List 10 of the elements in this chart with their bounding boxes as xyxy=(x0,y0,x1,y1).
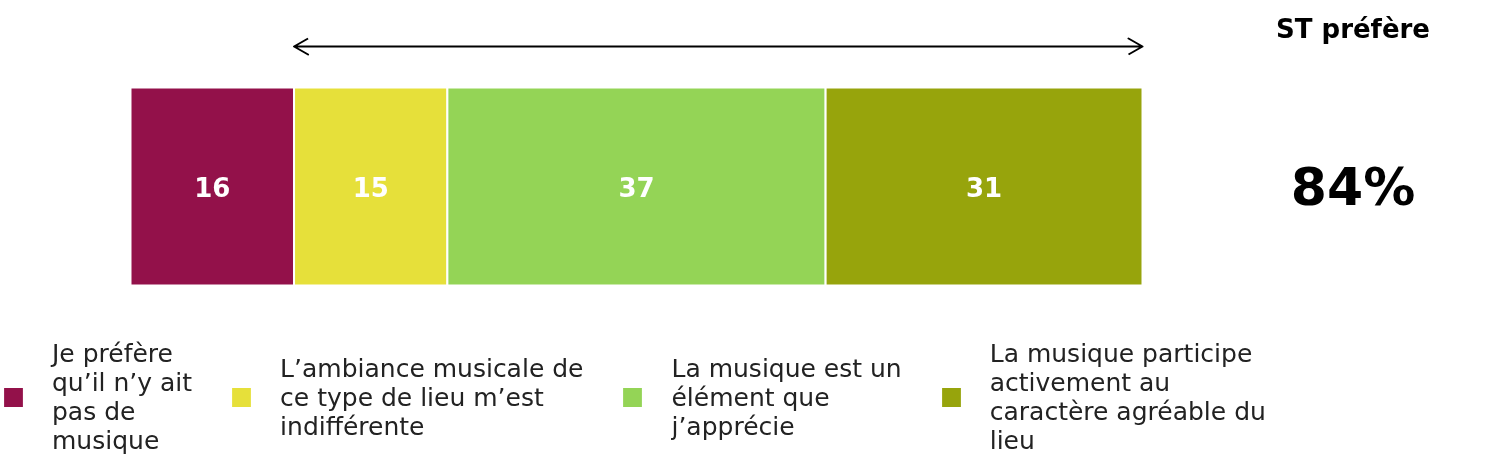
data-label: 37 xyxy=(618,172,655,203)
legend-label: Je préfère qu’il n’y ait pas de musique xyxy=(52,338,193,457)
data-label: 31 xyxy=(965,172,1003,203)
legend-label: La musique est un élément que j’apprécie xyxy=(671,352,902,443)
legend-label: La musique participe activement au caractère agréable du lieu xyxy=(989,338,1266,457)
data-label: 15 xyxy=(352,172,389,203)
text: ST préfère xyxy=(1276,13,1430,44)
legend-label: L’ambiance musicale de ce type de lieu m’est indifférente xyxy=(280,352,584,443)
data-label: 16 xyxy=(194,172,231,203)
text: 84% xyxy=(1290,156,1416,217)
